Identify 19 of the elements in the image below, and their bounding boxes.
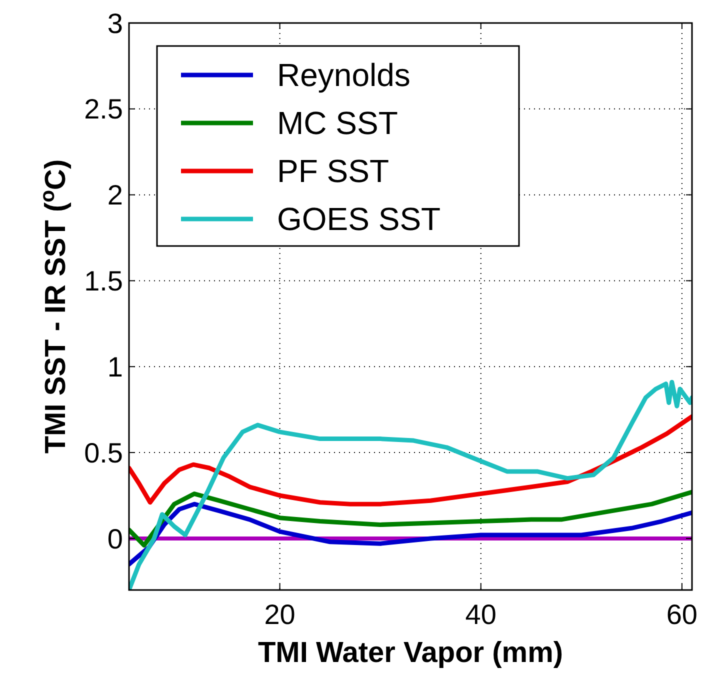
y-tick-label: 0.5 xyxy=(84,437,123,468)
y-tick-label: 2 xyxy=(107,180,123,211)
y-tick-label: 1.5 xyxy=(84,266,123,297)
legend-label: Reynolds xyxy=(277,57,410,94)
x-axis-title: TMI Water Vapor (mm) xyxy=(258,637,564,669)
legend-label: PF SST xyxy=(277,153,390,190)
x-tick-label: 20 xyxy=(264,599,296,630)
y-tick-label: 0 xyxy=(107,523,123,554)
y-tick-label: 1 xyxy=(107,351,123,382)
line-series xyxy=(129,502,692,566)
line-series xyxy=(129,380,692,590)
line-series xyxy=(129,414,692,506)
y-tick-label: 2.5 xyxy=(84,94,123,125)
x-tick-label: 40 xyxy=(465,599,496,630)
legend-label: GOES SST xyxy=(277,201,441,238)
legend-label: MC SST xyxy=(277,105,398,142)
line-series xyxy=(129,490,692,548)
x-tick-label: 60 xyxy=(666,599,698,630)
y-tick-label: 3 xyxy=(107,8,123,39)
